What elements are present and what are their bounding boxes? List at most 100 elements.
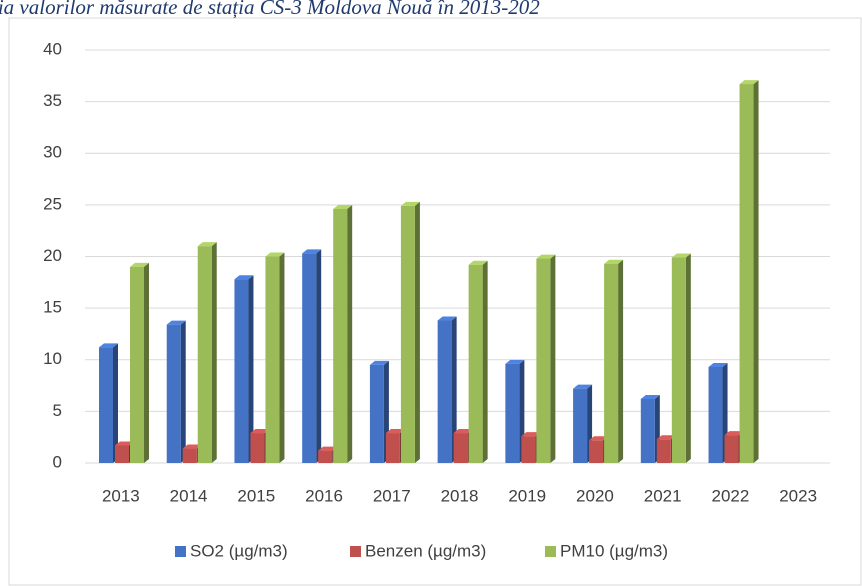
y-tick-label: 20	[43, 246, 62, 265]
y-tick-label: 0	[53, 452, 62, 471]
bar	[369, 364, 384, 463]
y-tick-label: 15	[43, 298, 62, 317]
bar-top	[505, 359, 525, 364]
bar-side	[316, 249, 322, 463]
x-tick-label: 2017	[373, 486, 411, 505]
bar-top	[724, 431, 744, 436]
bar-top	[234, 275, 254, 280]
y-tick-label: 40	[43, 39, 62, 58]
bar	[640, 398, 655, 463]
bar-top	[671, 253, 691, 258]
bar-top	[197, 242, 217, 247]
bar-top	[166, 320, 186, 325]
bar-top	[437, 316, 457, 321]
bar-top	[400, 201, 420, 206]
bar	[265, 256, 280, 463]
bar	[505, 363, 520, 463]
bar-top	[589, 436, 609, 441]
bar	[302, 253, 317, 463]
bar	[573, 388, 588, 463]
bar-side	[414, 201, 420, 463]
bar	[250, 433, 265, 463]
bar-side	[180, 320, 186, 463]
legend-swatch	[350, 546, 361, 557]
y-tick-label: 5	[53, 401, 62, 420]
y-tick-label: 35	[43, 91, 62, 110]
bar-top	[115, 441, 134, 446]
bar	[708, 366, 723, 463]
bar	[468, 264, 483, 463]
bar-side	[144, 262, 149, 463]
x-tick-label: 2015	[237, 486, 275, 505]
bar	[385, 433, 400, 463]
bar	[604, 263, 619, 463]
bar-top	[369, 360, 389, 365]
bar	[671, 257, 686, 463]
bar-top	[604, 259, 624, 264]
legend-label: PM10 (µg/m3)	[560, 541, 668, 560]
bar	[437, 320, 452, 463]
bar	[589, 440, 604, 463]
bar	[656, 439, 671, 463]
bar	[400, 205, 415, 463]
bar-top	[99, 343, 118, 348]
x-tick-label: 2014	[170, 486, 208, 505]
chart-title: ția valorilor măsurate de stația CS-3 Mo…	[0, 0, 540, 19]
bar-side	[685, 253, 691, 463]
legend-swatch	[545, 546, 556, 557]
bar-top	[182, 444, 202, 449]
bar	[234, 279, 249, 463]
bar	[739, 84, 754, 463]
bar	[130, 266, 144, 463]
bar-side	[618, 259, 624, 463]
bar-top	[708, 362, 728, 367]
bar	[521, 436, 536, 463]
bar-side	[113, 343, 118, 463]
bar-top	[656, 435, 676, 440]
bar-top	[468, 260, 488, 265]
bar	[197, 246, 212, 463]
bar	[333, 209, 348, 463]
bar	[453, 433, 468, 463]
bar-top	[385, 429, 405, 434]
bar-side	[482, 260, 488, 463]
bar	[99, 347, 113, 463]
bar-top	[739, 80, 759, 85]
y-tick-label: 25	[43, 194, 62, 213]
bar-top	[130, 262, 149, 267]
bar	[166, 324, 181, 463]
bar-side	[347, 205, 353, 463]
bar-side	[248, 275, 254, 463]
y-tick-label: 30	[43, 143, 62, 162]
bar	[318, 450, 333, 463]
legend-label: Benzen (µg/m3)	[365, 541, 486, 560]
chart-frame	[8, 17, 862, 586]
bar-top	[250, 429, 270, 434]
x-tick-label: 2021	[644, 486, 682, 505]
x-tick-label: 2022	[711, 486, 749, 505]
x-tick-label: 2019	[508, 486, 546, 505]
bar-side	[550, 254, 556, 463]
bar-side	[279, 252, 285, 463]
x-tick-label: 2013	[102, 486, 140, 505]
bar-top	[640, 394, 660, 399]
bar	[182, 448, 197, 463]
bar-top	[265, 252, 285, 257]
y-tick-label: 10	[43, 349, 62, 368]
legend-label: SO2 (µg/m3)	[190, 541, 288, 560]
bar-top	[573, 384, 593, 389]
x-tick-label: 2018	[441, 486, 479, 505]
bar-side	[753, 80, 759, 463]
bar	[115, 445, 129, 463]
bar-top	[521, 432, 541, 437]
x-tick-label: 2023	[779, 486, 817, 505]
bar-top	[453, 429, 473, 434]
legend-swatch	[175, 546, 186, 557]
x-tick-label: 2016	[305, 486, 343, 505]
bar-top	[318, 446, 338, 451]
bar-top	[333, 205, 353, 210]
bar	[724, 435, 739, 463]
bar-side	[451, 316, 457, 463]
x-tick-label: 2020	[576, 486, 614, 505]
